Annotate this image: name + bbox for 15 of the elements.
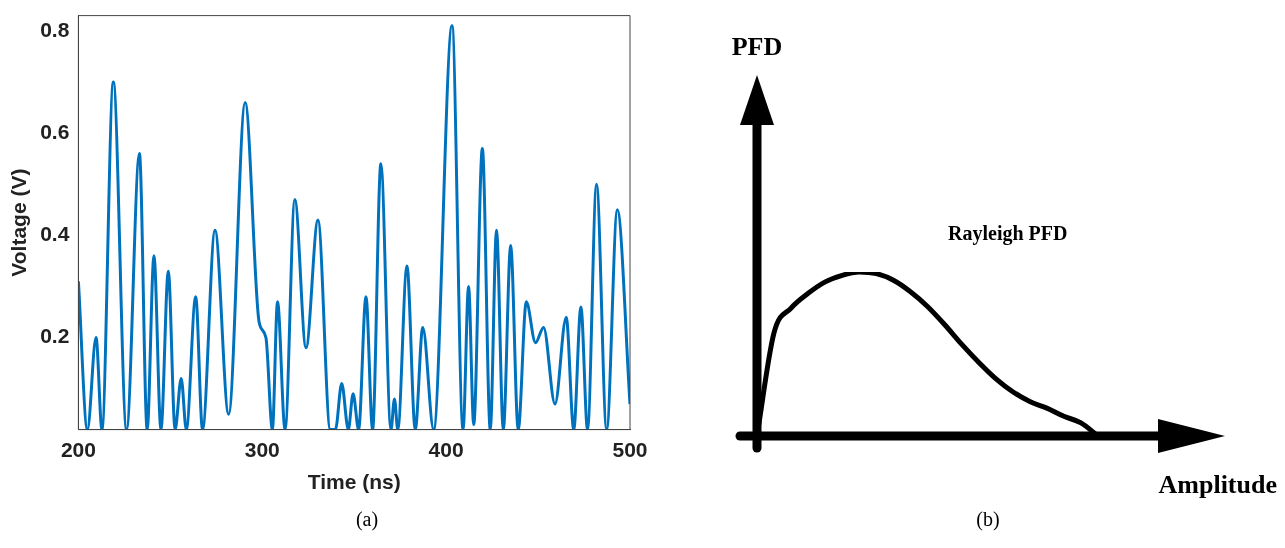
y-tick-label: 0.2: [40, 324, 70, 348]
y-tick-label: 0.8: [40, 17, 70, 41]
x-axis-title: Time (ns): [307, 470, 401, 494]
y-tick-label: 0.4: [40, 222, 70, 246]
y-tick-label: 0.6: [40, 119, 70, 143]
y-axis-title: Voltage (V): [7, 168, 31, 277]
text: (b): [975, 508, 1001, 531]
x-tick-label: 300: [244, 438, 280, 461]
x-tick-label: 200: [60, 438, 96, 461]
x-tick-label: 500: [612, 438, 648, 461]
text: (a): [354, 508, 380, 531]
x-axis-title: Amplitude: [1158, 470, 1277, 500]
text: Rayleigh PFD: [948, 222, 1068, 245]
x-tick-label: 400: [428, 438, 464, 461]
y-axis-title: PFD: [731, 32, 783, 61]
